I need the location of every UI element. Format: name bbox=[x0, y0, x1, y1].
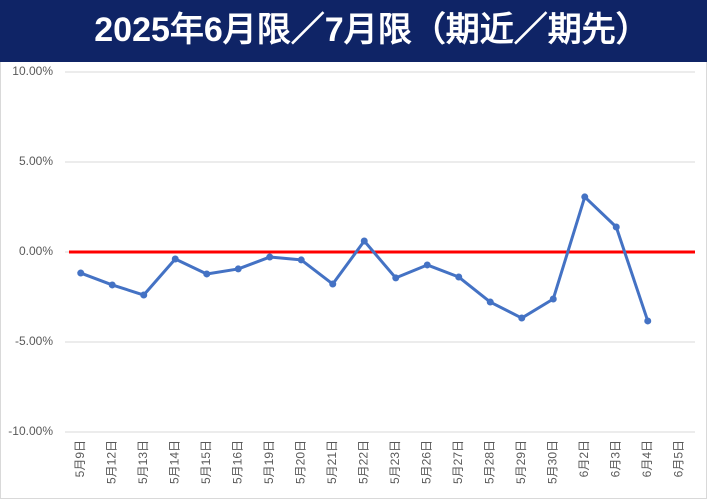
data-point bbox=[266, 253, 274, 261]
data-point bbox=[360, 237, 368, 245]
data-point bbox=[581, 193, 589, 201]
y-tick-label: -5.00% bbox=[15, 334, 53, 348]
x-tick-label: 5月21日 bbox=[325, 440, 339, 484]
data-point bbox=[518, 314, 526, 322]
data-point bbox=[108, 281, 116, 289]
data-point bbox=[77, 269, 85, 277]
x-tick-label: 5月9日 bbox=[73, 440, 87, 477]
y-tick-label: 0.00% bbox=[19, 244, 53, 258]
data-point bbox=[140, 291, 148, 299]
x-tick-label: 5月29日 bbox=[514, 440, 528, 484]
x-tick-label: 5月13日 bbox=[136, 440, 150, 484]
data-point bbox=[612, 223, 620, 231]
x-tick-label: 5月23日 bbox=[388, 440, 402, 484]
data-point bbox=[644, 317, 652, 325]
chart-title: 2025年6月限／7月限（期近／期先） bbox=[94, 10, 649, 49]
title-banner bbox=[0, 0, 707, 62]
data-point bbox=[171, 255, 179, 263]
data-point bbox=[329, 280, 337, 288]
y-tick-label: 5.00% bbox=[19, 154, 53, 168]
data-point bbox=[486, 298, 494, 306]
data-point bbox=[455, 273, 463, 281]
x-tick-label: 5月19日 bbox=[262, 440, 276, 484]
y-tick-label: -10.00% bbox=[8, 424, 53, 438]
x-tick-label: 6月2日 bbox=[577, 440, 591, 477]
data-point bbox=[203, 270, 211, 278]
x-tick-label: 6月5日 bbox=[671, 440, 685, 477]
x-tick-label: 6月4日 bbox=[640, 440, 654, 477]
x-tick-label: 5月14日 bbox=[167, 440, 181, 484]
y-tick-label: 10.00% bbox=[12, 64, 53, 78]
data-point bbox=[392, 274, 400, 282]
x-tick-label: 5月26日 bbox=[419, 440, 433, 484]
x-tick-label: 5月27日 bbox=[451, 440, 465, 484]
x-tick-label: 5月28日 bbox=[482, 440, 496, 484]
x-tick-label: 5月30日 bbox=[545, 440, 559, 484]
x-tick-label: 5月16日 bbox=[230, 440, 244, 484]
x-tick-label: 5月22日 bbox=[356, 440, 370, 484]
data-point bbox=[549, 295, 557, 303]
x-tick-label: 5月20日 bbox=[293, 440, 307, 484]
data-point bbox=[234, 265, 242, 273]
x-tick-label: 5月12日 bbox=[104, 440, 118, 484]
data-point bbox=[423, 261, 431, 269]
x-tick-label: 6月3日 bbox=[608, 440, 622, 477]
data-point bbox=[297, 256, 305, 264]
x-tick-label: 5月15日 bbox=[199, 440, 213, 484]
